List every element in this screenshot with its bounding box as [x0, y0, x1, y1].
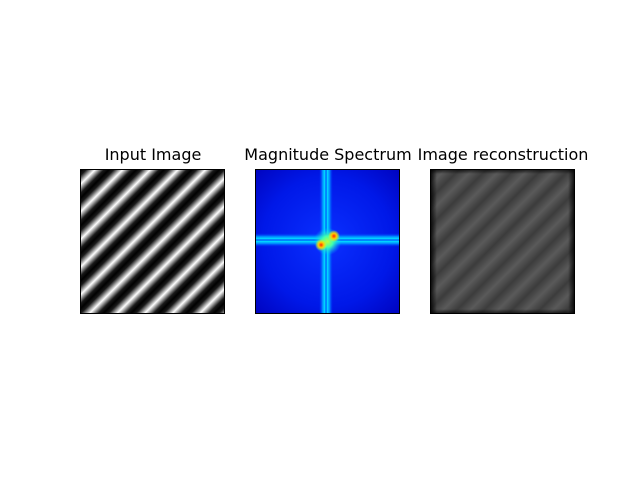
- input-image-stripes: [81, 170, 224, 313]
- reconstruction-image: [431, 170, 574, 313]
- spectrum-heatmap: [256, 170, 399, 313]
- magnitude-spectrum-title: Magnitude Spectrum: [244, 145, 412, 164]
- image-reconstruction-panel: [430, 169, 575, 314]
- image-reconstruction-title: Image reconstruction: [417, 145, 589, 164]
- input-image-panel: [80, 169, 225, 314]
- magnitude-spectrum-panel: [255, 169, 400, 314]
- input-image-title: Input Image: [104, 145, 202, 164]
